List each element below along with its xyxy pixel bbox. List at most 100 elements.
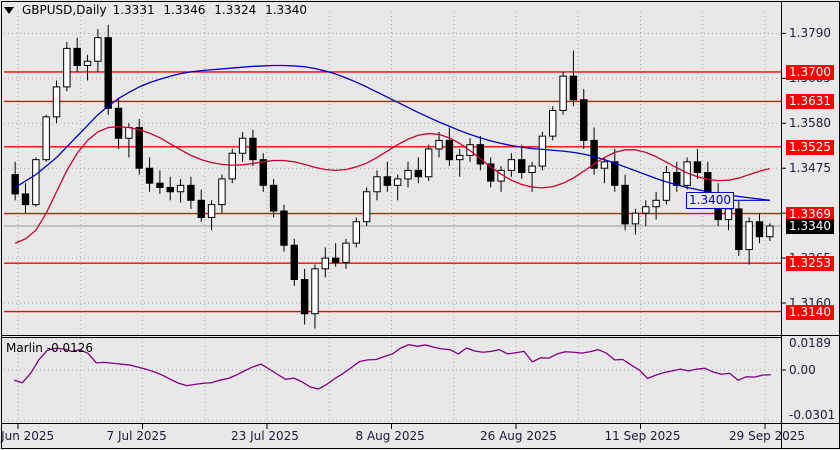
candle (621, 174, 629, 231)
candle-body-bullish (404, 169, 412, 180)
candle-body-bearish (269, 184, 278, 212)
candle-body-bearish (518, 159, 526, 174)
candle-body-bearish (383, 176, 392, 186)
candle (32, 157, 40, 207)
candle (435, 131, 443, 158)
candle (321, 247, 330, 278)
candle (228, 148, 236, 184)
candle-body-bearish (755, 221, 764, 238)
candle (766, 223, 774, 241)
candle-body-bullish (32, 159, 40, 206)
candle-body-bearish (414, 169, 423, 178)
candle (600, 157, 609, 184)
date-axis-label: 11 Sep 2025 (604, 429, 681, 443)
candle-body-bullish (125, 127, 133, 139)
candle (414, 157, 423, 184)
slow-ma-line (14, 64, 770, 201)
candle (73, 37, 81, 72)
candle-body-bearish (197, 199, 205, 218)
level-price-tag[interactable]: 1.3700 (786, 64, 834, 80)
candle (404, 161, 412, 188)
candle (569, 50, 578, 107)
date-axis-label: 23 Jul 2025 (231, 429, 299, 443)
candle (383, 161, 392, 192)
candle (21, 183, 30, 214)
candle (197, 189, 205, 222)
candle-body-bullish (342, 242, 350, 263)
candle (11, 161, 19, 201)
indicator-axis-label: 0.0189 (789, 336, 831, 350)
candle (631, 208, 640, 235)
candle-body-bearish (166, 186, 174, 193)
candle-body-bullish (652, 199, 660, 208)
candle-body-bearish (249, 137, 257, 161)
candle (611, 148, 619, 192)
candle-body-bearish (156, 182, 164, 188)
candle (559, 71, 567, 115)
date-axis-label: 8 Aug 2025 (355, 429, 425, 443)
candle-body-bullish (63, 47, 71, 88)
level-price-tag[interactable]: 1.3631 (786, 94, 834, 110)
candle-body-bearish (21, 193, 30, 206)
candle (238, 131, 247, 162)
candle-body-bullish (176, 184, 185, 193)
candle-body-bullish (559, 75, 567, 111)
symbol-label: GBPUSD,Daily (22, 3, 107, 17)
candle (218, 174, 226, 214)
candle-body-bearish (693, 161, 702, 174)
candle-body-bearish (11, 174, 19, 195)
level-price-tag[interactable]: 1.3253 (786, 256, 834, 272)
candle-body-bearish (590, 139, 598, 169)
level-price-tag[interactable]: 1.3140 (786, 304, 834, 320)
candle-body-bullish (455, 154, 464, 161)
candle-body-bearish (145, 167, 154, 184)
candle (755, 213, 764, 244)
candle-body-bearish (300, 279, 309, 315)
candle (331, 243, 340, 267)
candle-body-bullish (83, 60, 92, 67)
candle (249, 129, 257, 167)
candle (373, 170, 381, 201)
candle-body-bullish (238, 137, 247, 154)
candle (455, 148, 464, 177)
candle (342, 238, 350, 269)
chevron-down-icon[interactable] (4, 6, 14, 14)
candle (311, 264, 319, 329)
candle-body-bullish (42, 116, 50, 161)
candle (259, 153, 267, 192)
fast-ma-line (14, 126, 770, 244)
candle (114, 97, 123, 149)
candle (156, 170, 164, 194)
ohlc-low: 1.3324 (214, 3, 257, 17)
candle-body-bullish (724, 208, 733, 221)
marlin-line (13, 343, 771, 390)
candle (145, 157, 154, 192)
candle-body-bullish (631, 212, 640, 225)
candle (580, 89, 588, 149)
level-price-tag[interactable]: 1.3369 (786, 206, 834, 222)
date-axis-label: 19 Jun 2025 (0, 429, 55, 443)
candle-body-bearish (487, 163, 495, 182)
candle-body-bearish (331, 257, 340, 263)
candle-body-bullish (745, 221, 753, 251)
candle-body-bullish (662, 172, 671, 201)
candle (518, 144, 526, 179)
candle-body-bearish (476, 144, 485, 165)
indicator-axis-label: -0.0301 (789, 408, 836, 422)
candle (538, 131, 547, 171)
candle (590, 127, 598, 175)
candle (507, 153, 516, 177)
candle-body-bearish (187, 184, 195, 201)
candle-body-bullish (52, 86, 61, 118)
level-price-tag[interactable]: 1.3525 (786, 139, 834, 155)
candle (135, 119, 143, 175)
candle-body-bearish (580, 99, 588, 141)
current-price-tag[interactable]: 1.3340 (786, 219, 834, 234)
price-axis-label: 1.3580 (789, 116, 831, 131)
indicator-axis-label: 0.00 (789, 363, 816, 377)
candle (207, 200, 216, 231)
candle-body-bullish (207, 204, 216, 218)
candle-body-bearish (611, 161, 619, 186)
candle (735, 200, 743, 256)
